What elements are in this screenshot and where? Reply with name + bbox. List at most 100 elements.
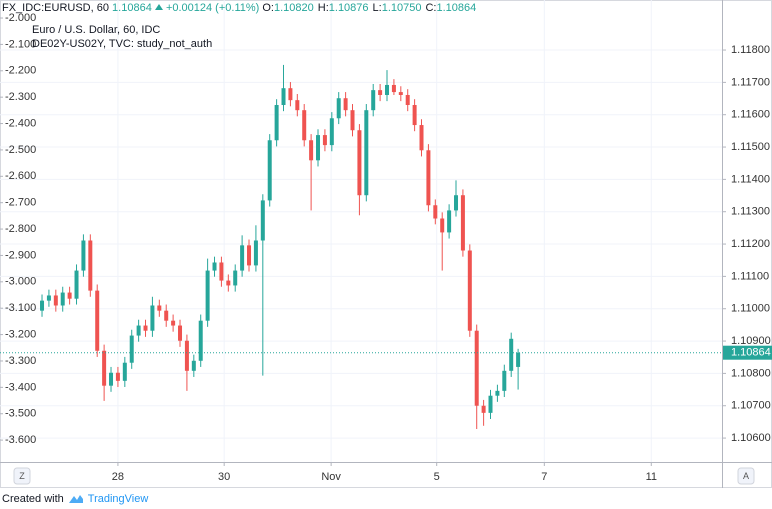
y-tick-label: -3.600 xyxy=(5,434,36,446)
y2-tick-label: 1.10600 xyxy=(731,432,771,444)
candle-body xyxy=(274,105,279,141)
candle-body xyxy=(267,140,272,201)
candle-body xyxy=(343,98,348,111)
footer-text: Created with xyxy=(2,493,64,505)
change: +0.00124 (+0.11%) xyxy=(165,2,260,14)
candle-body xyxy=(178,325,183,341)
candle-body xyxy=(288,88,293,101)
candle-body xyxy=(253,240,258,266)
y2-tick-label: 1.10900 xyxy=(731,335,771,347)
candle-body xyxy=(516,352,521,367)
candle-body xyxy=(260,200,265,241)
y-tick-label: -2.800 xyxy=(5,223,36,235)
y-tick-label: -3.200 xyxy=(5,328,36,340)
y-tick-label: -2.700 xyxy=(5,197,36,209)
scale-button-left[interactable] xyxy=(13,467,31,485)
ohlc-key: H: xyxy=(317,2,329,14)
grid xyxy=(0,0,722,462)
candle-body xyxy=(205,270,210,321)
x-tick-label: 7 xyxy=(541,471,547,483)
candle-body xyxy=(81,240,86,271)
candle-body xyxy=(95,290,100,351)
candle-body xyxy=(184,340,189,371)
candle-body xyxy=(150,305,155,331)
candle-body xyxy=(350,110,355,131)
y-tick-label: -2.300 xyxy=(5,91,36,103)
chart: 1.10600 1.10700 1.10800 1.10900 1.11000 1.111… xyxy=(0,0,772,488)
ohlc-value: 1.10876 xyxy=(328,2,369,14)
candle-body xyxy=(364,110,369,196)
candle-body xyxy=(378,90,383,95)
ohlc-value: 1.10820 xyxy=(274,2,314,14)
candle-body xyxy=(295,100,300,111)
scale-button-right-label[interactable]: A xyxy=(743,471,749,481)
last-price-label: 1.10864 xyxy=(731,347,771,359)
brand-name[interactable]: TradingView xyxy=(87,493,149,505)
x-tick-label: 5 xyxy=(434,471,440,483)
y2-tick-label: 1.11000 xyxy=(731,303,770,315)
candle-body xyxy=(143,325,148,331)
candle-body xyxy=(191,360,196,371)
candle-body xyxy=(109,372,114,386)
y-tick-label: -2.400 xyxy=(5,117,36,129)
ohlc-key: C: xyxy=(425,2,437,14)
y2-tick-label: 1.11500 xyxy=(731,141,770,153)
axis-labels: 1.10600 1.10700 1.10800 1.10900 1.11000 1.111… xyxy=(0,12,772,483)
candle-body xyxy=(322,135,327,146)
symbol: FX_IDC:EURUSD, 60 xyxy=(2,2,109,14)
candle-body xyxy=(60,292,65,306)
y-tick-label: -2.900 xyxy=(5,249,36,261)
ohlc-value: 1.10750 xyxy=(381,2,422,14)
ohlc-value: 1.10864 xyxy=(436,2,477,14)
x-tick-label: 30 xyxy=(218,471,230,483)
candle-body xyxy=(233,270,238,286)
candle-body xyxy=(405,94,410,106)
y-tick-label: -3.500 xyxy=(5,408,36,420)
up-arrow xyxy=(154,4,163,10)
x-tick-label: Nov xyxy=(321,471,341,483)
candle-body xyxy=(385,84,390,95)
y-tick-label: -2.000 xyxy=(5,12,36,24)
candle-body xyxy=(447,210,452,233)
last-price: 1.10864 xyxy=(112,2,152,14)
candle-body xyxy=(509,338,514,371)
candle-body xyxy=(40,300,45,311)
candle-body xyxy=(164,310,169,321)
scale-button-left-label[interactable]: Z xyxy=(19,471,25,481)
candle-body xyxy=(481,405,486,413)
candle-body xyxy=(488,395,493,413)
candle-body xyxy=(433,205,438,219)
y-tick-label: -3.400 xyxy=(5,381,36,393)
scale-button-right[interactable] xyxy=(737,467,755,485)
candle-body xyxy=(426,150,431,206)
candle-body xyxy=(171,320,176,326)
candle-body xyxy=(88,240,93,291)
candle-body xyxy=(240,245,245,271)
ohlc-key: O: xyxy=(262,2,274,14)
y2-tick-label: 1.11200 xyxy=(731,238,770,250)
candle-body xyxy=(309,140,314,161)
candle-body xyxy=(454,195,459,211)
ohlc-key: L: xyxy=(372,2,382,14)
candle-body xyxy=(212,262,217,271)
candle-body xyxy=(226,280,231,286)
candle-body xyxy=(419,125,424,151)
candle-body xyxy=(474,330,479,406)
candle-body xyxy=(316,135,321,161)
candle-body xyxy=(440,218,445,233)
legend-main: Euro / U.S. Dollar, 60, IDC xyxy=(32,24,160,36)
candle-body xyxy=(398,92,403,95)
candle-body xyxy=(157,305,162,311)
brand-logo xyxy=(68,495,83,503)
candle-body xyxy=(412,105,417,126)
y-tick-label: -3.000 xyxy=(5,276,36,288)
ohlc: O:1.10820 H:1.10876 L:1.10750 C:1.10864 xyxy=(262,2,480,14)
candle-body xyxy=(136,325,141,336)
y2-tick-label: 1.11100 xyxy=(731,270,769,282)
candle-body xyxy=(74,270,79,299)
y-tick-label: -3.100 xyxy=(5,302,36,314)
candle-body xyxy=(329,118,334,146)
y2-tick-label: 1.11800 xyxy=(731,44,770,56)
candle-body xyxy=(357,130,362,196)
y2-tick-label: 1.11300 xyxy=(731,206,770,218)
